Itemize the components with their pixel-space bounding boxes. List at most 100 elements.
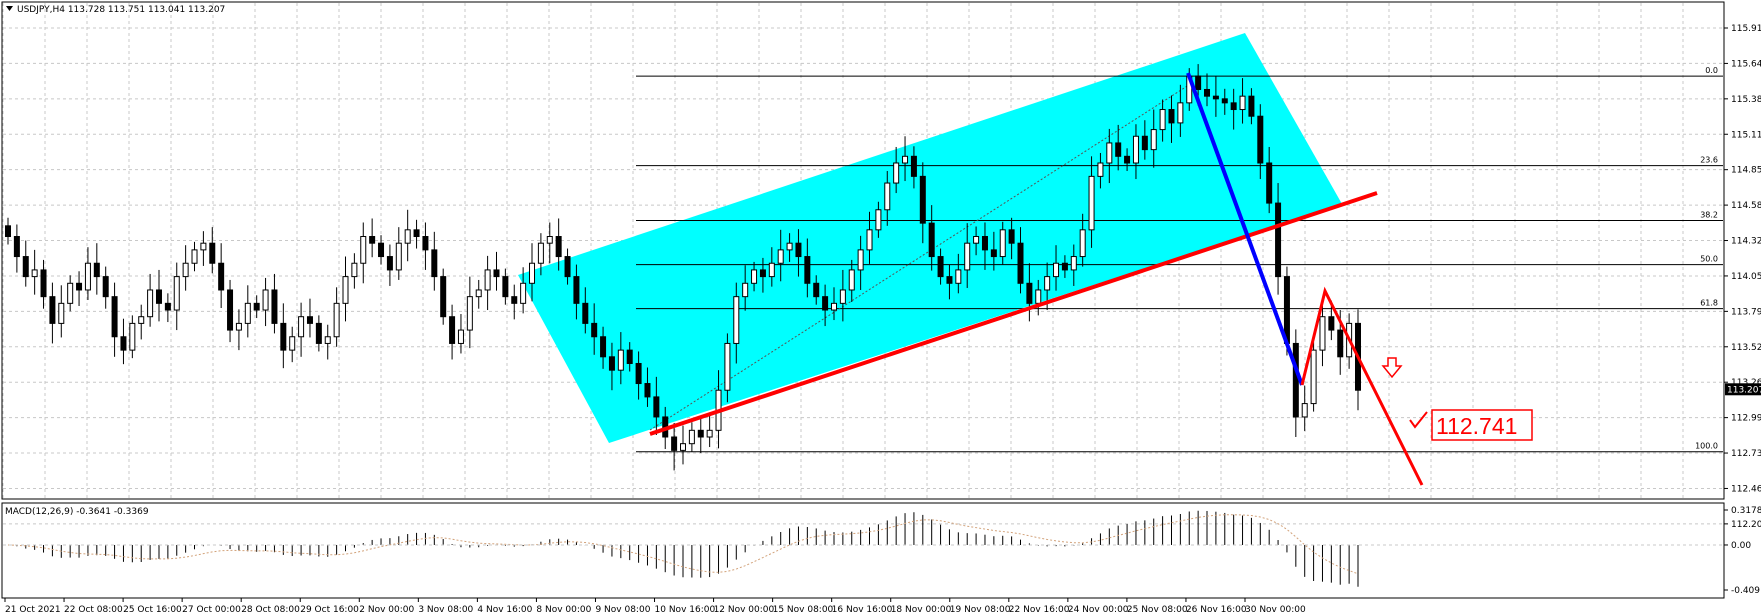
candle-body [102,276,109,298]
candle-body [440,276,447,318]
candle-body [182,262,189,278]
fibonacci-levels: 0.0 23.6 38.2 50.0 61.8 100.0 [636,66,1723,453]
macd-axis: 0.3178 0.00 -0.4091 [3,506,1761,596]
time-tick-label: 10 Nov 16:00 [655,605,716,615]
time-tick-label: 22 Nov 16:00 [1009,605,1070,615]
candle-body [1070,256,1077,271]
price-tick-label: 112.730 [1731,449,1761,459]
candle-body [910,155,917,177]
candle-body [822,296,829,311]
candle-body [227,289,234,331]
candle-body [591,322,598,338]
candle-body [5,225,11,238]
candle-body [1124,155,1131,164]
candle-body [600,336,607,358]
candle-body [289,336,296,351]
current-price-marker: 113.207 [1725,383,1761,396]
candle-body [813,282,820,298]
candle-body [1017,242,1024,284]
candle-body [493,269,500,278]
candle-body [298,316,305,338]
candle-body [582,302,589,324]
candle-body [1168,109,1175,124]
candle-body [84,262,91,291]
candle-body [688,429,695,445]
candle-body [147,289,154,318]
candle-body [58,302,65,324]
candle-body [928,222,935,258]
time-tick-label: 28 Oct 08:00 [241,605,300,615]
macd-tick-label: 0.00 [1731,541,1751,551]
candle-body [378,242,385,258]
candle-body [537,242,544,264]
candle-body [360,236,367,264]
time-tick-label: 18 Nov 00:00 [891,605,952,615]
candle-body [564,256,571,278]
candle-body [351,262,358,278]
candle-body [67,282,74,304]
macd-tick-label: 0.3178 [1731,506,1761,516]
candle-body [973,236,980,244]
price-tick-label: 115.380 [1731,95,1761,105]
candle-body [644,383,651,398]
candle-body [777,249,784,264]
symbol-header: USDJPY,H4 113.728 113.751 113.041 113.20… [6,5,225,15]
candle-body [529,262,536,284]
time-tick-label: 25 Oct 16:00 [123,605,182,615]
time-tick-label: 3 Nov 08:00 [418,605,473,615]
fib-level-label: 0.0 [1705,66,1718,75]
fib-level-label: 50.0 [1700,255,1718,264]
target-marker: 112.741 [1409,409,1533,441]
candle-body [768,262,775,278]
candle-body [884,182,891,211]
candle-body [635,362,642,385]
candle-body [342,276,349,304]
price-tick-label: 114.055 [1731,272,1761,282]
symbol-info: USDJPY,H4 113.728 113.751 113.041 113.20… [17,5,225,15]
candle-body [1301,403,1308,418]
price-tick-label: 112.465 [1731,484,1761,494]
candle-body [218,262,225,291]
fib-level-label: 38.2 [1700,210,1718,219]
candle-body [315,322,322,344]
candle-body [697,429,704,438]
candle-body [1230,102,1237,111]
candle-body [1292,342,1299,418]
candle-body [1221,98,1228,104]
support-trendline [649,191,1378,436]
candle-body [200,242,207,251]
time-tick-label: 19 Nov 08:00 [950,605,1011,615]
time-tick-label: 2 Nov 00:00 [359,605,414,615]
time-tick-label: 4 Nov 16:00 [477,605,532,615]
candle-body [129,322,136,351]
candle-body [1159,109,1166,131]
candle-body [22,256,29,278]
candle-body [902,155,909,164]
candle-body [271,289,278,324]
candle-body [617,349,624,371]
candle-body [999,229,1006,258]
candle-body [839,289,846,304]
candle-body [573,276,580,304]
candle-body [40,269,47,298]
candle-body [235,322,242,331]
candle-body [1150,129,1157,151]
candle-body [262,289,269,311]
candle-body [946,276,953,284]
candle-body [49,296,56,324]
candle-body [413,229,420,238]
time-tick-label: 12 Nov 00:00 [714,605,775,615]
candle-body [502,276,509,298]
candle-body [671,436,678,451]
candle-body [422,236,429,251]
candle-body [751,269,758,284]
candle-body [386,256,393,271]
candle-body [1132,135,1139,164]
macd-signal-line [7,514,1359,575]
candle-body [511,296,518,304]
candle-body [324,336,331,344]
macd-label: MACD(12,26,9) -0.3641 -0.3369 [5,507,149,517]
candle-body [13,236,20,258]
candle-body [830,302,837,311]
candle-body [786,242,793,251]
